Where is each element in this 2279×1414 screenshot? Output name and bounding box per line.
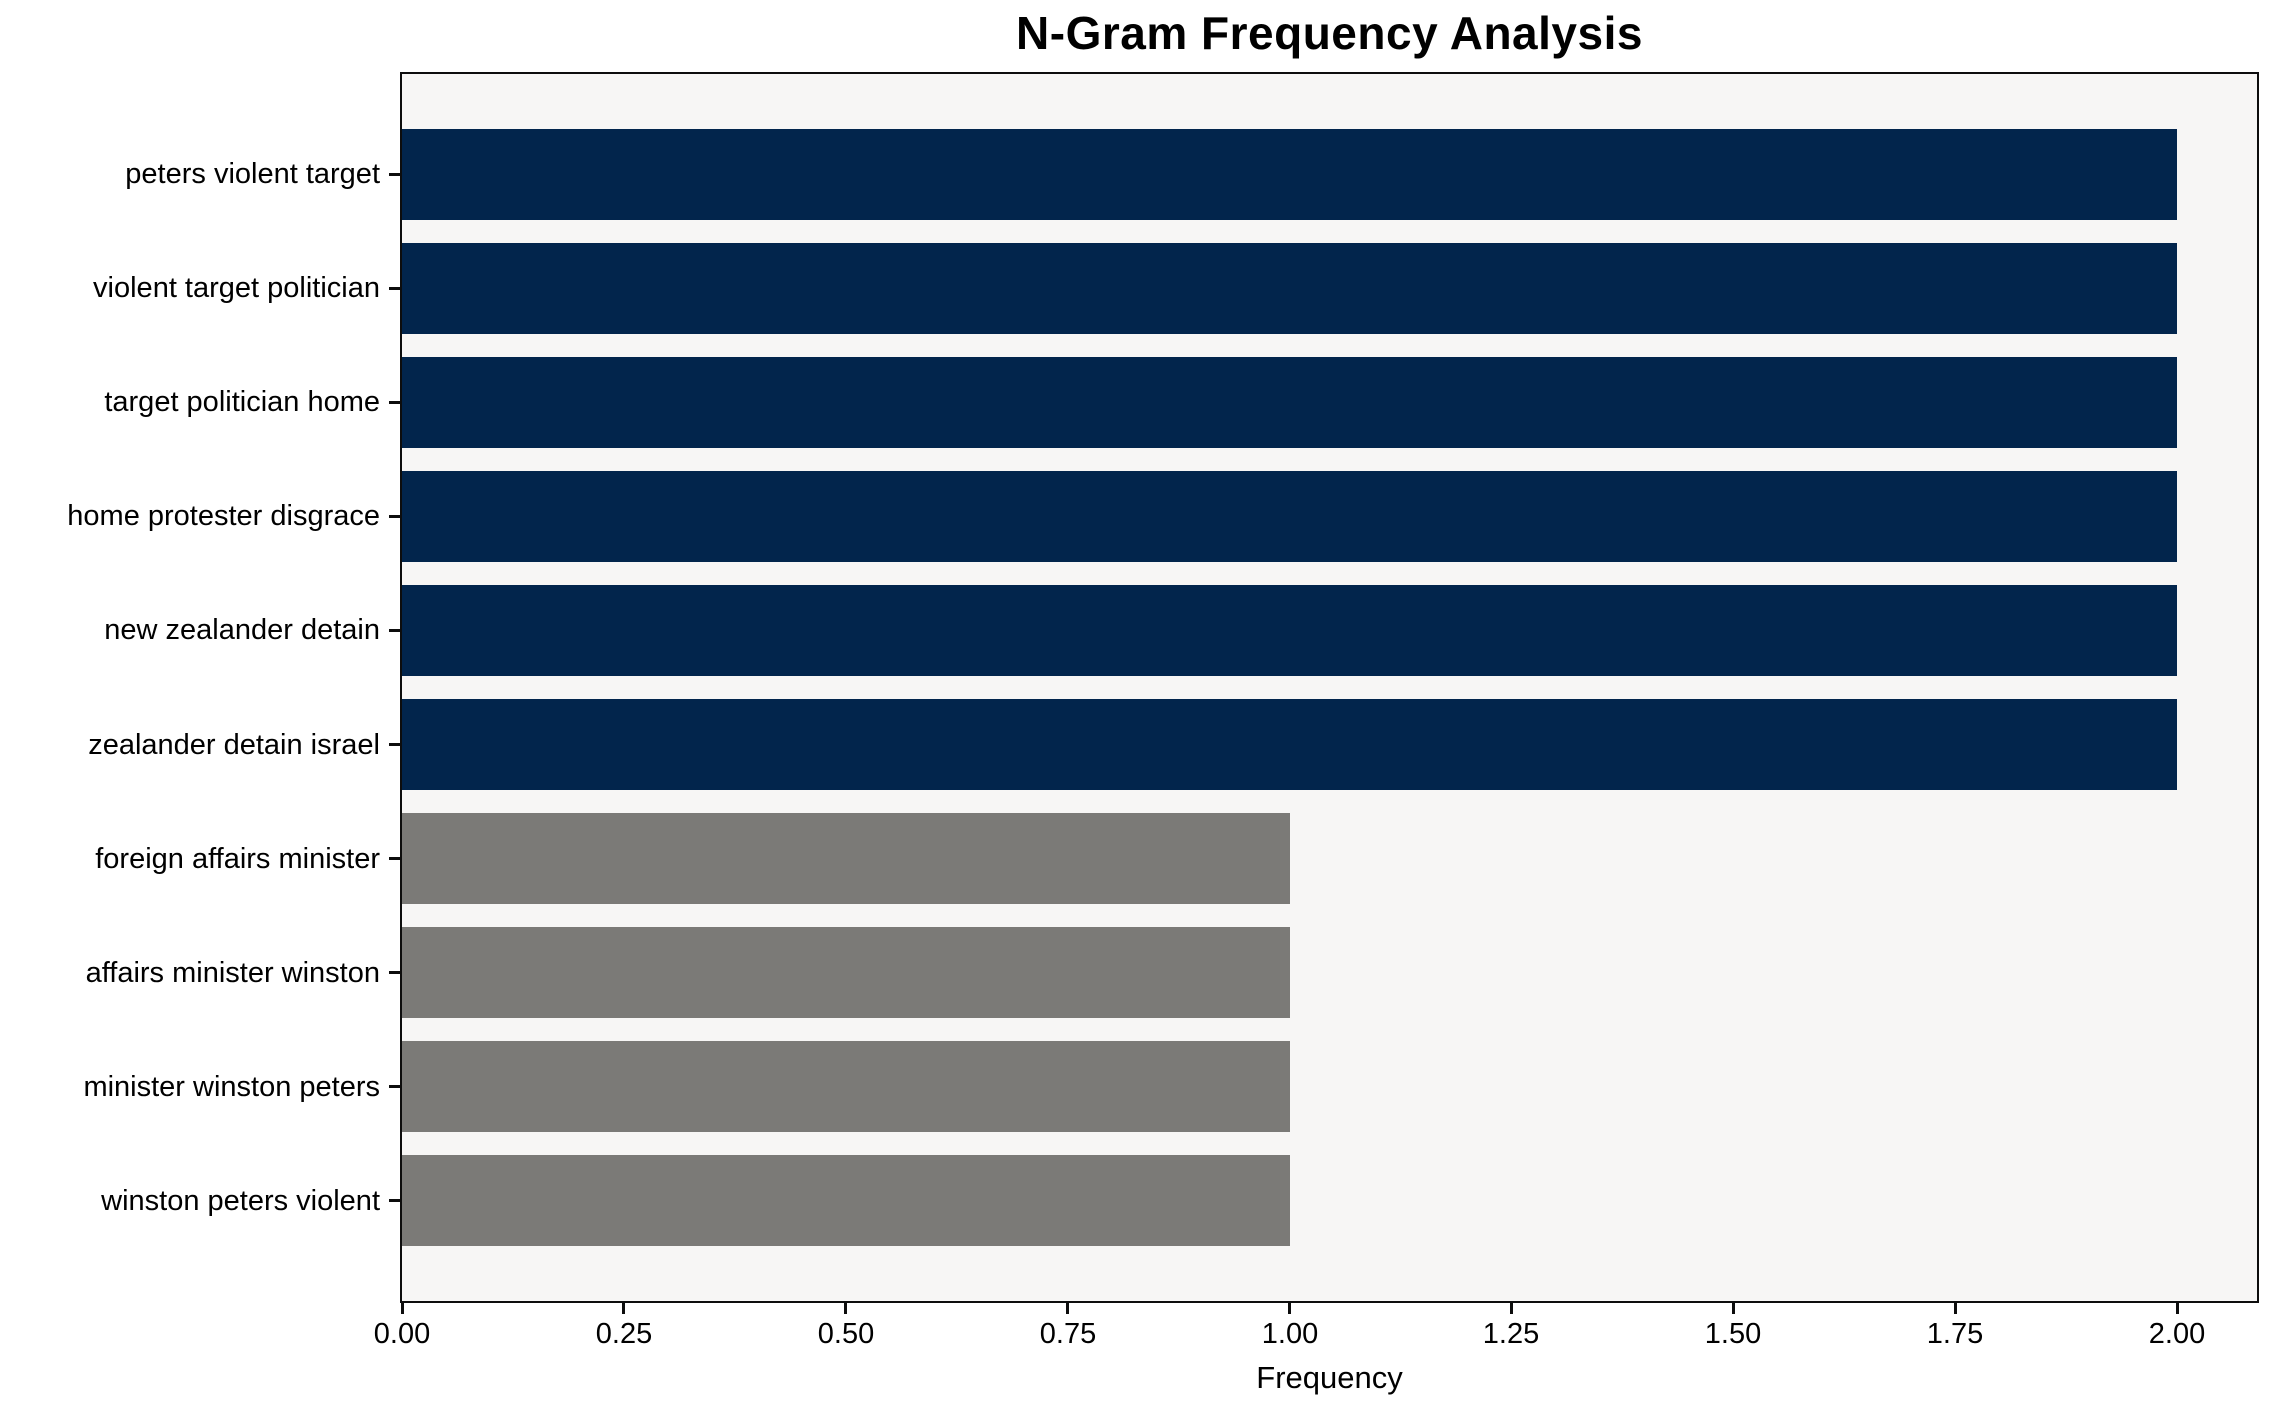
y-tick-mark	[389, 1199, 400, 1202]
bar	[402, 129, 2177, 220]
y-tick-mark	[389, 743, 400, 746]
y-tick-mark	[389, 629, 400, 632]
x-tick-label: 2.00	[2148, 1318, 2206, 1350]
x-tick-mark	[1066, 1303, 1069, 1314]
bar	[402, 243, 2177, 334]
bar	[402, 471, 2177, 562]
x-tick-mark	[401, 1303, 404, 1314]
bar	[402, 357, 2177, 448]
plot-area	[400, 72, 2259, 1303]
y-tick-mark	[389, 173, 400, 176]
y-tick-label: minister winston peters	[83, 1071, 380, 1103]
y-tick-label: new zealander detain	[104, 614, 380, 646]
x-tick-label: 1.75	[1926, 1318, 1984, 1350]
y-tick-label: affairs minister winston	[85, 957, 380, 989]
y-tick-mark	[389, 1085, 400, 1088]
x-tick-mark	[2176, 1303, 2179, 1314]
y-tick-mark	[389, 971, 400, 974]
y-tick-label: foreign affairs minister	[95, 843, 380, 875]
x-tick-label: 0.50	[817, 1318, 875, 1350]
bar	[402, 699, 2177, 790]
x-tick-label: 0.75	[1039, 1318, 1097, 1350]
y-tick-label: zealander detain israel	[88, 729, 380, 761]
bar	[402, 927, 1290, 1018]
y-tick-label: peters violent target	[125, 158, 380, 190]
y-tick-label: home protester disgrace	[67, 500, 380, 532]
x-tick-label: 0.00	[373, 1318, 431, 1350]
bar	[402, 1155, 1290, 1246]
bar	[402, 1041, 1290, 1132]
bar	[402, 813, 1290, 904]
y-tick-mark	[389, 401, 400, 404]
x-tick-mark	[1510, 1303, 1513, 1314]
chart-title: N-Gram Frequency Analysis	[1016, 7, 1643, 59]
x-tick-mark	[844, 1303, 847, 1314]
y-tick-mark	[389, 857, 400, 860]
x-tick-mark	[1954, 1303, 1957, 1314]
y-tick-label: target politician home	[104, 386, 380, 418]
y-tick-label: winston peters violent	[101, 1185, 380, 1217]
x-tick-mark	[622, 1303, 625, 1314]
y-tick-mark	[389, 515, 400, 518]
bar	[402, 585, 2177, 676]
x-tick-label: 1.00	[1261, 1318, 1319, 1350]
y-tick-label: violent target politician	[93, 272, 380, 304]
x-tick-mark	[1288, 1303, 1291, 1314]
x-tick-label: 1.25	[1482, 1318, 1540, 1350]
y-tick-mark	[389, 287, 400, 290]
x-axis-title: Frequency	[1256, 1360, 1403, 1395]
x-tick-mark	[1732, 1303, 1735, 1314]
x-tick-label: 0.25	[595, 1318, 653, 1350]
x-tick-label: 1.50	[1704, 1318, 1762, 1350]
